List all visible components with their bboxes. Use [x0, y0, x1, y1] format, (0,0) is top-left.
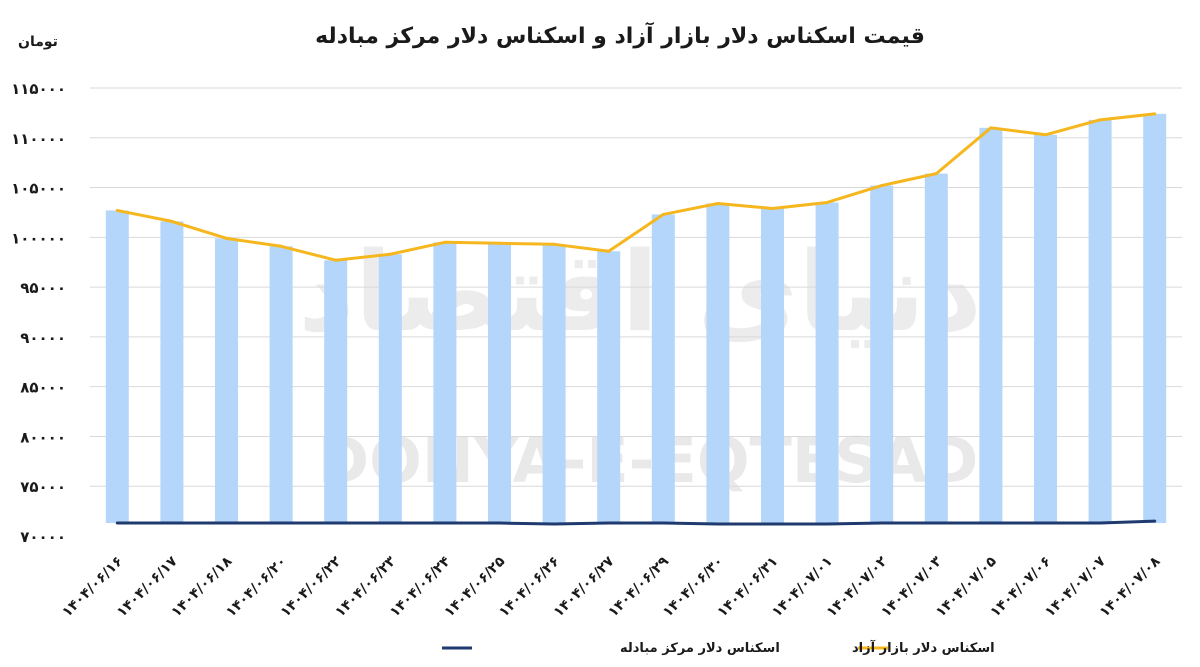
data-point: [934, 172, 938, 176]
y-tick-label: ۷۵۰۰۰: [20, 478, 66, 496]
y-tick-label: ۱۱۵۰۰۰: [11, 80, 66, 98]
legend: اسکناس دلار بازار آزاد اسکناس دلار مرکز …: [442, 639, 995, 656]
data-point: [1098, 118, 1102, 122]
data-point: [279, 521, 283, 525]
data-point: [1044, 521, 1047, 525]
y-tick-label: ۷۰۰۰۰: [20, 528, 66, 546]
data-point: [1153, 112, 1157, 116]
x-axis-ticks: ۱۴۰۴/۰۶/۱۶۱۴۰۴/۰۶/۱۷۱۴۰۴/۰۶/۱۸۱۴۰۴/۰۶/۲۰…: [59, 553, 1164, 620]
bar: [488, 243, 511, 524]
bar: [1143, 113, 1167, 524]
bar: [706, 203, 730, 524]
data-point: [1044, 133, 1047, 137]
data-point: [115, 521, 119, 525]
data-point: [771, 206, 774, 210]
legend-label-exchange-center: اسکناس دلار مرکز مبادله: [620, 641, 780, 656]
data-point: [989, 521, 993, 525]
bar: [979, 127, 1003, 524]
data-point: [498, 521, 501, 525]
data-point: [334, 521, 338, 525]
bar: [378, 254, 402, 524]
data-point: [825, 200, 829, 204]
data-point: [661, 521, 665, 525]
data-point: [443, 240, 447, 244]
data-point: [225, 521, 228, 525]
bar: [542, 244, 566, 524]
y-tick-label: ۱۰۵۰۰۰: [11, 180, 66, 198]
y-tick-label: ۱۰۰۰۰۰: [11, 229, 66, 247]
data-point: [825, 522, 829, 526]
bar: [1034, 134, 1057, 524]
data-point: [388, 521, 392, 525]
data-point: [225, 236, 228, 240]
data-point: [552, 242, 556, 246]
data-point: [716, 522, 720, 526]
bar: [761, 208, 784, 524]
data-point: [279, 244, 283, 248]
data-point: [716, 201, 720, 205]
bars: [105, 113, 1167, 524]
data-point: [170, 521, 174, 525]
bar: [160, 221, 184, 524]
chart-title: قیمت اسکناس دلار بازار آزاد و اسکناس دلا…: [315, 21, 925, 49]
data-point: [934, 521, 938, 525]
bar: [870, 185, 894, 524]
bar: [815, 202, 839, 524]
y-axis-ticks: ۷۰۰۰۰ ۷۵۰۰۰ ۸۰۰۰۰ ۸۵۰۰۰ ۹۰۰۰۰ ۹۵۰۰۰ ۱۰۰۰۰۰ ۱۰۵۰…: [11, 80, 66, 546]
data-point: [334, 258, 338, 262]
bar: [269, 246, 293, 524]
bar: [597, 251, 621, 524]
line-free-market: [117, 112, 1155, 262]
bar: [651, 214, 675, 524]
lines: [115, 112, 1157, 526]
legend-label-free-market: اسکناس دلار بازار آزاد: [852, 639, 995, 656]
data-point: [880, 521, 884, 525]
data-point: [115, 208, 119, 212]
data-point: [443, 521, 447, 525]
line-exchange-center: [117, 519, 1155, 526]
data-point: [498, 241, 501, 245]
data-point: [880, 184, 884, 188]
data-point: [1098, 521, 1102, 525]
y-tick-label: ۹۰۰۰۰: [20, 329, 66, 347]
data-point: [552, 522, 556, 526]
y-tick-label: ۸۵۰۰۰: [20, 379, 66, 397]
data-point: [1153, 519, 1157, 523]
data-point: [989, 126, 993, 130]
y-tick-label: ۱۱۰۰۰۰: [11, 130, 66, 148]
data-point: [661, 212, 665, 216]
y-axis-unit: تومان: [18, 34, 58, 50]
bar: [215, 238, 238, 524]
data-point: [771, 522, 774, 526]
data-point: [170, 219, 174, 223]
bar: [433, 242, 457, 524]
data-point: [607, 521, 611, 525]
bar: [324, 260, 348, 524]
data-point: [388, 252, 392, 256]
bar: [1088, 119, 1112, 524]
y-tick-label: ۸۰۰۰۰: [20, 428, 66, 446]
bar: [105, 210, 129, 524]
data-point: [607, 249, 611, 253]
bar: [924, 173, 948, 524]
y-tick-label: ۹۵۰۰۰: [20, 279, 66, 297]
